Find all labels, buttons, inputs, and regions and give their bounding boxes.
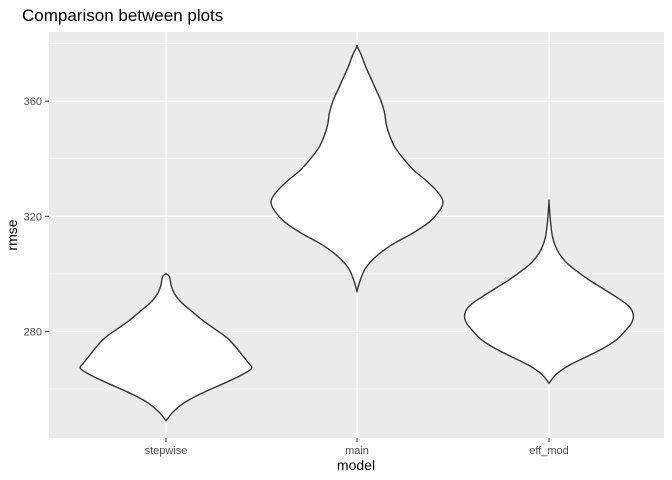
y-tick-label-2: 360 <box>24 96 42 108</box>
y-axis-title: rmse <box>4 219 20 250</box>
violin-eff_mod <box>463 199 635 385</box>
violins <box>79 44 635 422</box>
y-tick-label-1: 320 <box>24 211 42 223</box>
x-axis: stepwise main eff_mod <box>145 438 569 457</box>
violin-stepwise <box>79 272 253 422</box>
chart-title: Comparison between plots <box>22 6 223 25</box>
x-tick-label-eff_mod: eff_mod <box>529 445 569 457</box>
y-tick-label-0: 280 <box>24 326 42 338</box>
violin-main <box>270 44 444 294</box>
x-axis-title: model <box>337 457 375 473</box>
x-tick-label-stepwise: stepwise <box>145 445 188 457</box>
x-tick-label-main: main <box>345 445 369 457</box>
y-axis: 280 320 360 <box>24 96 49 338</box>
